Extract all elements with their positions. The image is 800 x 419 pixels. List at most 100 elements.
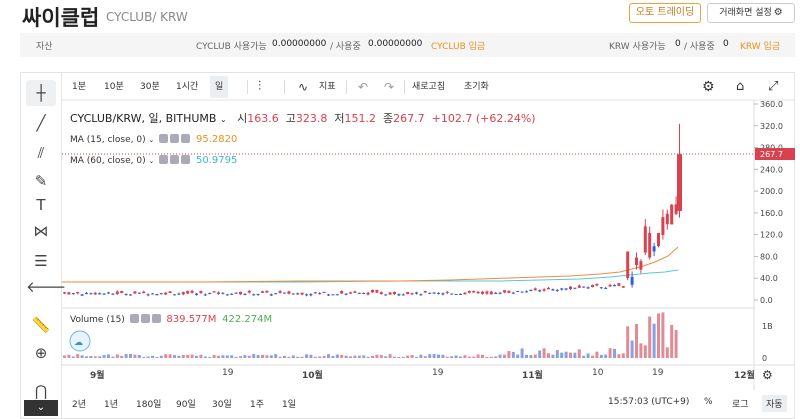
candle-body (393, 291, 396, 295)
range-1y[interactable]: 1년 (104, 400, 119, 410)
eye-icon[interactable] (159, 134, 169, 143)
fullscreen-icon[interactable]: ⤢ (768, 79, 779, 94)
range-2y[interactable]: 2년 (72, 400, 87, 410)
candle-body (322, 291, 326, 294)
range-bar: 2년 1년 180일 90일 30일 1주 1일 15:57:03 (UTC+9… (62, 392, 795, 414)
auto-trade-button[interactable]: 오토 트레이딩 (629, 3, 701, 23)
price-tick-label: 360.0 (760, 100, 783, 109)
volume-bar (283, 355, 286, 358)
volume-ma-value: 422.274M (222, 314, 273, 325)
collapse-toolbar-button[interactable]: ⌄ (24, 400, 58, 416)
volume-bar (93, 356, 97, 358)
volume-bar (344, 355, 348, 358)
candle-body (63, 292, 66, 294)
cyclub-deposit-link[interactable]: CYCLUB 입금 (431, 42, 486, 52)
log-toggle[interactable]: 로그 (732, 400, 749, 410)
settings-icon[interactable] (140, 314, 150, 323)
close-icon[interactable] (181, 155, 191, 164)
trend-line-icon[interactable]: ╱ (36, 114, 46, 132)
eye-icon[interactable] (129, 314, 139, 323)
candle-body (450, 293, 454, 295)
volume-bar (498, 354, 502, 358)
pattern-icon[interactable]: ⋈ (33, 222, 49, 240)
candle-body (489, 291, 493, 295)
cloud-icon[interactable] (69, 330, 91, 352)
volume-bar (195, 355, 198, 358)
trade-settings-button[interactable]: 거래화면 설정 ⚙ (707, 3, 795, 23)
range-1w[interactable]: 1주 (250, 400, 265, 410)
candle-body (344, 293, 348, 295)
volume-bar (388, 354, 392, 358)
undo-icon[interactable]: ↶ (358, 80, 369, 94)
candle-type-icon[interactable]: ⫶ (258, 79, 262, 94)
ma15-legend: MA (15, close, 0) ⌄ 95.2820 (70, 134, 237, 145)
krw-deposit-link[interactable]: KRW 입금 (740, 42, 781, 52)
volume-bar (331, 356, 335, 358)
indicator-label[interactable]: 지표 (319, 82, 336, 92)
volume-bar (177, 355, 181, 358)
volume-bar (115, 354, 119, 358)
volume-bar (481, 354, 484, 358)
crosshair-icon[interactable]: ┼ (26, 80, 56, 106)
percent-toggle[interactable]: % (704, 397, 713, 407)
interval-30m[interactable]: 30분 (140, 82, 160, 92)
change-value: +102.7 (+62.24%) (431, 112, 536, 125)
settings-icon[interactable] (170, 155, 180, 164)
volume-bar (652, 323, 656, 358)
chevron-down-icon[interactable]: ⌄ (148, 157, 155, 165)
brush-icon[interactable]: ✎ (34, 172, 48, 190)
candle-body (252, 294, 256, 296)
range-180d[interactable]: 180일 (136, 400, 162, 410)
indicator-icon[interactable]: ∿ (298, 80, 309, 94)
candle-body (313, 292, 317, 294)
gear-icon[interactable]: ⚙ (702, 79, 715, 95)
camera-icon[interactable]: ⌂ (736, 79, 745, 94)
candle-body (353, 291, 357, 293)
volume-bar (463, 355, 467, 358)
chevron-down-icon[interactable]: ⌄ (148, 136, 155, 144)
zoom-in-icon[interactable]: ⊕ (34, 344, 48, 362)
volume-bar (643, 345, 647, 358)
auto-toggle[interactable]: 자동 (762, 395, 787, 412)
axis-settings-icon[interactable]: ⚙ (762, 368, 773, 382)
volume-bar (217, 355, 220, 358)
candle-body (639, 261, 643, 270)
price-tick-label: 80.0 (760, 252, 778, 261)
range-30d[interactable]: 30일 (212, 400, 232, 410)
close-icon[interactable] (181, 134, 191, 143)
candle-body (529, 289, 533, 291)
interval-1m[interactable]: 1분 (72, 82, 87, 92)
candle-body (467, 290, 471, 293)
refresh-button[interactable]: 새로고침 (412, 82, 446, 92)
volume-bar (221, 355, 225, 358)
candle-body (551, 289, 555, 291)
range-1d[interactable]: 1일 (282, 400, 297, 410)
chevron-down-icon[interactable]: ⌄ (219, 115, 227, 124)
volume-tick-1b: 1B (762, 322, 773, 331)
candle-body (318, 293, 322, 295)
magnet-icon[interactable]: ⋂ (34, 382, 48, 400)
candle-body (454, 294, 458, 296)
interval-10m[interactable]: 10분 (104, 82, 124, 92)
candle-body (243, 293, 247, 295)
close-icon[interactable] (151, 314, 161, 323)
range-90d[interactable]: 90일 (176, 400, 196, 410)
x-label-nov: 11월 (522, 371, 543, 381)
volume-bar (437, 354, 440, 358)
text-tool-icon[interactable]: T (36, 196, 46, 214)
settings-icon[interactable] (170, 134, 180, 143)
volume-bar (80, 355, 84, 358)
candle-body (375, 290, 379, 293)
redo-icon[interactable]: ↷ (384, 80, 395, 94)
prediction-icon[interactable]: ☰ (34, 252, 48, 270)
eye-icon[interactable] (159, 155, 169, 164)
candle-body (674, 204, 678, 214)
volume-bar (349, 356, 352, 358)
pitchfork-icon[interactable]: ⫽ (37, 144, 45, 162)
reset-button[interactable]: 초기화 (464, 82, 489, 92)
interval-1h[interactable]: 1시간 (176, 82, 199, 92)
candle-body (573, 287, 577, 289)
interval-day[interactable]: 일 (210, 76, 229, 98)
ruler-icon[interactable]: 📏 (31, 316, 51, 334)
